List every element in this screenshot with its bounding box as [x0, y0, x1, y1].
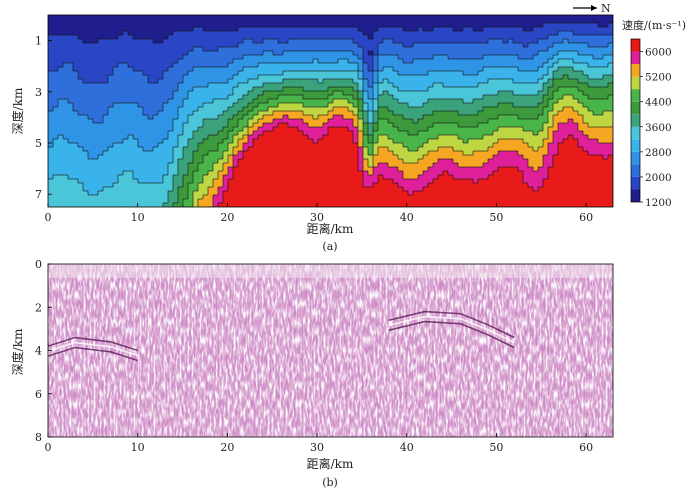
panel-b-x-tick-label: 0: [45, 441, 52, 454]
seismic-reflector: [48, 341, 138, 357]
colorbar-tick-label: 3600: [645, 122, 672, 134]
colorbar-tick-label: 6000: [645, 47, 672, 59]
near-surface-band: [48, 264, 613, 278]
colorbar-swatch: [631, 64, 640, 77]
seismic-panel: 0 10 20 30 40 50 60 0 2 4 6 8 距离/km (b) 深度/km: [10, 258, 614, 489]
colorbar-title: 速度/(m·s⁻¹): [622, 18, 686, 32]
panel-a-x-tick-label: 50: [489, 211, 503, 224]
panel-b-y-tick-label: 6: [35, 388, 42, 401]
seismic-texture: [48, 264, 613, 437]
colorbar-swatch: [631, 76, 640, 90]
panel-a-ylabel: 深度/km: [10, 87, 25, 134]
panel-a-axes: 0 10 20 30 40 50 60 1 3 5 7: [35, 35, 593, 224]
colorbar-swatch: [631, 89, 640, 102]
panel-b-axes: 0 10 20 30 40 50 60 0 2 4 6 8: [35, 258, 593, 454]
panel-a-y-tick-label: 7: [35, 188, 42, 201]
panel-a-x-tick-label: 60: [579, 211, 593, 224]
colorbar-swatch: [631, 114, 640, 127]
colorbar-tick-label: 2000: [645, 172, 672, 184]
panel-a-frame: [47, 14, 614, 208]
colorbar-swatch: [631, 51, 640, 65]
north-arrow-icon: [573, 5, 597, 11]
panel-a-y-tick-label: 5: [35, 137, 42, 150]
velocity-panel: 0 10 20 30 40 50 60 1 3 5 7 距离/km (a) 深度/km N 速度/(…: [10, 2, 686, 253]
panel-a-xlabel: 距离/km: [307, 221, 354, 236]
colorbar-tick-label: 1200: [645, 197, 672, 209]
colorbar-swatch: [631, 164, 640, 177]
panel-b-y-tick-label: 4: [35, 345, 42, 358]
panel-b-y-tick-label: 8: [35, 431, 42, 444]
colorbar-tick-label: 4400: [645, 97, 672, 109]
colorbar-tick-label: 5200: [645, 72, 672, 84]
panel-b-y-tick-label: 2: [35, 301, 42, 314]
panel-b-x-tick-label: 60: [579, 441, 593, 454]
panel-b-x-tick-label: 30: [310, 441, 324, 454]
panel-b-ylabel: 深度/km: [10, 328, 25, 375]
seismic-reflector: [388, 320, 515, 349]
velocity-heatmap: [48, 15, 613, 207]
seismic-reflector: [388, 315, 515, 344]
colorbar-swatch: [631, 151, 640, 165]
colorbar-swatch: [631, 189, 640, 202]
panel-b-x-tick-label: 20: [220, 441, 234, 454]
colorbar-swatch: [631, 39, 640, 52]
panel-a-x-tick-label: 0: [45, 211, 52, 224]
panel-b-x-tick-label: 50: [489, 441, 503, 454]
panel-a-x-tick-label: 10: [131, 211, 145, 224]
panel-b-label: (b): [322, 476, 338, 489]
panel-b-xlabel: 距离/km: [307, 456, 354, 471]
seismic-reflector: [48, 346, 138, 362]
panel-b-x-tick-label: 40: [400, 441, 414, 454]
colorbar-swatch: [631, 101, 640, 115]
panel-a-x-tick-label: 20: [220, 211, 234, 224]
colorbar: 1200 2000 2800 3600 4400 5200 6000: [630, 38, 672, 209]
panel-b-x-tick-label: 10: [131, 441, 145, 454]
seismic-reflector: [48, 336, 138, 352]
seismic-reflector: [388, 310, 515, 339]
north-label: N: [601, 2, 611, 15]
panel-a-label: (a): [322, 240, 337, 253]
colorbar-swatch: [631, 126, 640, 140]
panel-a-y-tick-label: 1: [35, 35, 42, 48]
panel-a-x-tick-label: 30: [310, 211, 324, 224]
seismic-reflectors: [48, 264, 613, 362]
panel-a-x-tick-label: 40: [400, 211, 414, 224]
colorbar-tick-label: 2800: [645, 147, 672, 159]
colorbar-swatch: [631, 176, 640, 190]
colorbar-swatch: [631, 139, 640, 152]
panel-a-y-tick-label: 3: [35, 86, 42, 99]
panel-b-y-tick-label: 0: [35, 258, 42, 271]
